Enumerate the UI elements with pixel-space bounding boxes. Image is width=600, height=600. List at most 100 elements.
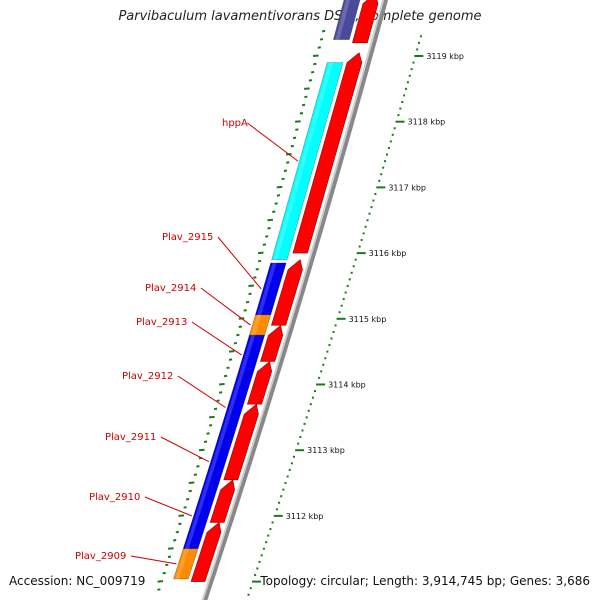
gene-block-highlight <box>205 440 223 484</box>
gene-leader-line <box>191 321 242 356</box>
inner-tick <box>255 268 259 271</box>
inner-tick <box>276 185 283 189</box>
inner-tick <box>178 514 185 517</box>
reverse-feature <box>209 479 235 523</box>
reverse-feature <box>190 521 222 582</box>
inner-tick <box>267 218 274 222</box>
reverse-feature <box>271 259 303 326</box>
inner-tick <box>310 70 315 74</box>
inner-tick <box>245 300 250 304</box>
inner-tick <box>206 432 210 435</box>
inner-tick <box>322 29 326 33</box>
inner-tick <box>265 235 269 238</box>
inner-tick <box>228 350 235 353</box>
inner-tick <box>281 177 285 181</box>
gene-label-plav_2910: Plav_2910 <box>89 492 140 503</box>
inner-tick <box>219 383 225 386</box>
kbp-label: 3119 kbp <box>426 52 464 61</box>
kbp-label: 3114 kbp <box>328 381 366 390</box>
inner-tick <box>319 38 324 41</box>
inner-tick <box>274 202 278 205</box>
gene-label-plav_2915: Plav_2915 <box>162 232 213 243</box>
topology-text: Topology: circular; Length: 3,914,745 bp… <box>260 574 590 588</box>
inner-tick <box>209 415 215 419</box>
gene-leader-line <box>247 122 299 162</box>
reverse-strand-features <box>190 0 379 582</box>
reverse-feature <box>260 324 284 362</box>
inner-tick <box>175 530 179 534</box>
inner-tick <box>233 341 238 345</box>
kbp-label: 3113 kbp <box>307 446 345 455</box>
inner-tick <box>301 103 306 107</box>
inner-tick <box>188 489 192 493</box>
gene-block-highlight <box>219 374 244 441</box>
inner-tick <box>313 62 317 66</box>
gene-leader-line <box>160 436 210 463</box>
gene-leader-line <box>177 375 226 408</box>
inner-tick <box>165 563 169 567</box>
gene-label-plav_2914: Plav_2914 <box>145 283 196 294</box>
gene-block-highlight <box>239 335 256 375</box>
inner-tick <box>196 465 200 468</box>
gene-block-hppa <box>271 62 344 260</box>
gene-block-highlight <box>175 548 189 579</box>
forward-strand-features <box>173 0 361 580</box>
inner-tick <box>208 424 213 427</box>
gene-label-plav_2913: Plav_2913 <box>136 317 187 328</box>
kbp-label: 3115 kbp <box>349 315 387 324</box>
inner-tick <box>295 128 299 131</box>
inner-tick-dots <box>157 29 326 591</box>
gene-block-highlight <box>185 483 210 549</box>
gene-label-plav_2912: Plav_2912 <box>122 371 173 382</box>
inner-tick <box>283 169 288 172</box>
reverse-feature <box>246 360 273 405</box>
inner-tick <box>272 210 276 214</box>
inner-tick <box>173 539 177 542</box>
map-title: Parvibaculum lavamentivorans DS-1, compl… <box>118 9 482 24</box>
inner-tick <box>157 588 161 591</box>
gene-block-plav_2909 <box>173 548 199 580</box>
inner-tick <box>216 399 220 402</box>
gene-leader-line <box>200 287 251 326</box>
gene-labels: hppA Plav_2915 Plav_2914 Plav_2913 Plav_2912… <box>75 118 299 565</box>
kbp-scale: 3119 kbp 3118 kbp 3117 kbp 3116 kbp 3115 kbp… <box>247 35 464 596</box>
inner-tick <box>304 95 308 99</box>
gene-label-hppa: hppA <box>222 118 248 129</box>
inner-tick <box>304 87 310 90</box>
reverse-feature <box>223 403 259 481</box>
gene-leader-line <box>144 496 192 517</box>
gene-label-plav_2911: Plav_2911 <box>105 432 156 443</box>
inner-tick <box>193 473 198 476</box>
inner-tick <box>178 522 182 526</box>
inner-tick <box>162 571 166 575</box>
inner-tick <box>308 79 313 82</box>
inner-tick <box>317 46 321 49</box>
backbone-shadow <box>201 0 389 600</box>
inner-tick <box>236 333 240 337</box>
inner-tick <box>223 374 228 378</box>
accession-text: Accession: NC_009719 <box>9 574 146 588</box>
inner-tick <box>253 276 257 279</box>
kbp-label: 3117 kbp <box>388 183 426 192</box>
inner-tick <box>198 448 205 452</box>
backbone-highlight <box>201 0 385 600</box>
inner-tick <box>218 391 223 394</box>
inner-tick <box>183 506 187 509</box>
inner-tick <box>203 440 208 443</box>
inner-tick <box>157 580 164 583</box>
gene-block-highlight <box>257 262 277 315</box>
inner-tick <box>267 226 271 230</box>
inner-tick <box>167 547 174 550</box>
inner-tick <box>257 259 262 263</box>
inner-tick <box>262 243 267 246</box>
reverse-feature <box>292 52 363 254</box>
inner-tick <box>186 497 190 501</box>
gene-block-highlight <box>335 0 350 40</box>
gene-label-plav_2909: Plav_2909 <box>75 551 126 562</box>
inner-tick <box>292 136 297 140</box>
gene-block-highlight <box>251 314 262 336</box>
inner-tick <box>243 309 247 312</box>
inner-tick <box>188 481 195 485</box>
gene-block-partial <box>333 0 361 40</box>
